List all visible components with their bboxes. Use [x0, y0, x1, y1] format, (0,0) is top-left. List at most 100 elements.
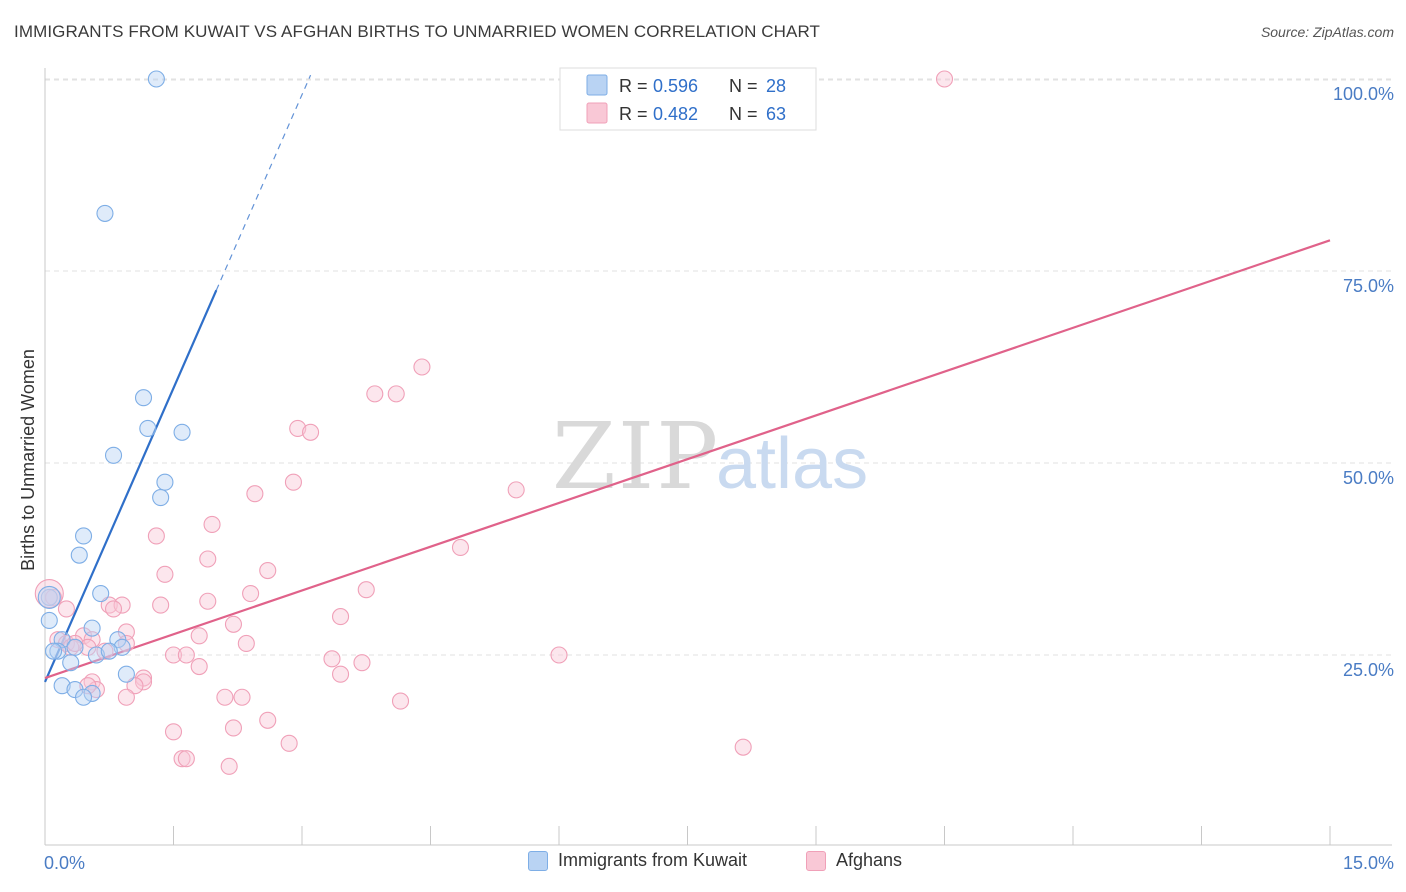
legend-r-label-kuwait: R =	[619, 76, 648, 96]
point-kuwait-10	[92, 585, 110, 603]
watermark: ZIP atlas	[552, 403, 868, 510]
point-kuwait-17	[66, 638, 84, 656]
point-afghans-6	[284, 473, 302, 491]
trend-line-kuwait-extension	[215, 74, 312, 291]
point-kuwait-0	[147, 70, 165, 88]
point-afghans-9	[203, 515, 221, 533]
point-afghans-23	[104, 600, 123, 618]
point-kuwait-24	[53, 677, 71, 695]
point-afghans-62	[220, 757, 238, 775]
point-kuwait-19	[45, 642, 63, 660]
point-afghans-36	[66, 634, 84, 653]
point-afghans-17	[45, 588, 63, 606]
legend-r-label-afghans: R =	[619, 104, 648, 124]
point-afghans-14	[156, 565, 174, 583]
legend-label-afghans: Afghans	[836, 850, 903, 870]
point-kuwait-2	[134, 389, 153, 407]
bottom-legend: Immigrants from Kuwait Afghans	[0, 850, 1406, 880]
point-kuwait-14	[83, 619, 101, 637]
point-afghans-44	[331, 665, 350, 683]
point-afghans-8	[507, 481, 525, 499]
point-afghans-59	[734, 738, 752, 756]
point-afghans-0	[935, 70, 954, 88]
x-tick-label-end: 15.0%	[1343, 853, 1394, 873]
point-kuwait-16	[113, 638, 131, 656]
point-kuwait-23	[117, 665, 135, 683]
point-afghans-58	[280, 734, 298, 752]
point-afghans-12	[199, 550, 217, 568]
point-afghans-41	[353, 654, 371, 672]
watermark-atlas: atlas	[716, 424, 868, 504]
point-afghans-1	[413, 358, 431, 376]
point-afghans-5	[302, 423, 320, 441]
point-afghans-61	[177, 750, 195, 768]
point-kuwait-1	[96, 204, 114, 222]
point-kuwait-8	[75, 527, 93, 545]
legend-swatch-kuwait	[586, 74, 608, 96]
legend-n-value-afghans: 63	[766, 104, 786, 124]
axes	[44, 68, 1392, 846]
trend-lines	[43, 74, 1331, 683]
point-kuwait-27	[75, 688, 93, 706]
point-afghans-38	[177, 646, 195, 664]
point-afghans-25	[224, 615, 243, 633]
point-kuwait-9	[70, 546, 88, 564]
point-kuwait-4	[173, 423, 191, 441]
y-tick-label-3: 100.0%	[1333, 84, 1394, 104]
point-afghans-57	[164, 723, 183, 741]
point-afghans-52	[233, 688, 251, 706]
chart-title: IMMIGRANTS FROM KUWAIT VS AFGHAN BIRTHS …	[14, 22, 821, 41]
point-afghans-56	[224, 719, 243, 737]
point-afghans-4	[289, 419, 307, 437]
legend-item-afghans: Afghans	[806, 850, 902, 871]
point-kuwait-12	[40, 611, 58, 629]
y-tick-labels: 25.0% 50.0% 75.0% 100.0%	[1333, 84, 1394, 680]
point-kuwait-18	[49, 642, 67, 660]
point-kuwait-26	[83, 684, 101, 702]
point-afghans-22	[57, 600, 75, 618]
point-afghans-21	[152, 596, 170, 614]
legend-item-kuwait: Immigrants from Kuwait	[528, 850, 747, 871]
point-afghans-33	[237, 634, 255, 653]
point-afghans-47	[134, 673, 153, 691]
trend-line-afghans	[44, 239, 1331, 680]
trend-line-kuwait	[43, 289, 218, 683]
legend-r-value-kuwait: 0.596	[653, 76, 698, 96]
point-kuwait-large	[37, 585, 61, 609]
point-afghans-3	[387, 385, 405, 403]
watermark-zip: ZIP	[552, 403, 720, 510]
point-kuwait-5	[104, 446, 123, 464]
point-afghans-15	[357, 581, 375, 599]
legend-swatch-afghans	[586, 102, 608, 124]
y-axis-label: Births to Unmarried Women	[18, 349, 38, 571]
legend-label-kuwait: Immigrants from Kuwait	[558, 850, 748, 870]
point-afghans-42	[323, 650, 341, 668]
gridlines	[45, 78, 1392, 656]
point-afghans-40	[550, 646, 568, 664]
legend-swatch-afghans-bottom	[806, 850, 826, 871]
point-afghans-7	[246, 485, 264, 503]
point-afghans-13	[259, 561, 277, 580]
point-afghans-55	[259, 711, 277, 729]
point-afghans-10	[147, 527, 165, 545]
point-afghans-large	[34, 579, 64, 609]
x-tick-labels: 0.0% 15.0%	[44, 853, 1394, 873]
point-afghans-18	[199, 592, 217, 610]
point-kuwait-7	[152, 489, 170, 507]
point-afghans-60	[173, 750, 191, 768]
point-afghans-16	[242, 585, 260, 603]
legend-n-label-kuwait: N =	[729, 76, 758, 96]
point-kuwait-20	[87, 646, 105, 664]
point-kuwait-21	[100, 642, 118, 660]
point-afghans-48	[126, 677, 144, 695]
chart-source: Source: ZipAtlas.com	[1260, 24, 1394, 40]
y-tick-label-0: 25.0%	[1343, 660, 1394, 680]
point-afghans-28	[190, 627, 208, 645]
point-kuwait-6	[156, 473, 174, 491]
legend-box: R = 0.596 N = 28 R = 0.482 N = 63	[559, 67, 817, 131]
point-afghans-20	[113, 596, 131, 614]
point-kuwait-22	[62, 654, 80, 672]
point-afghans-24	[331, 608, 350, 626]
point-afghans-51	[216, 688, 234, 706]
